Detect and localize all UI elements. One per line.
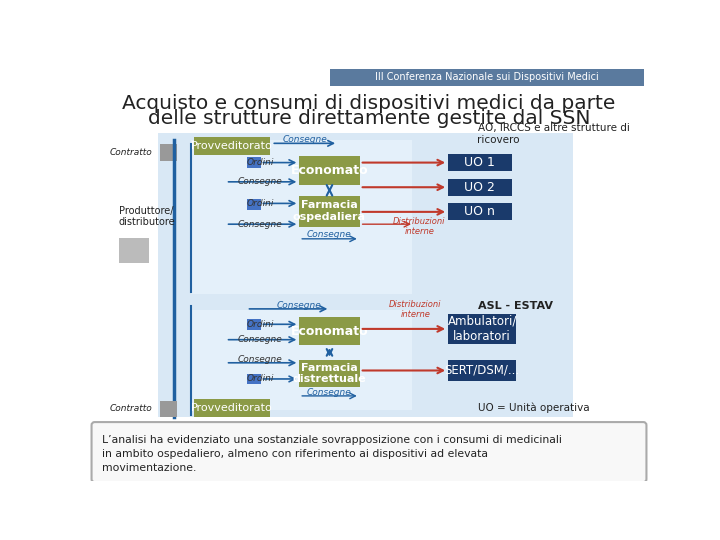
Text: Provveditorato: Provveditorato <box>191 141 273 151</box>
FancyBboxPatch shape <box>448 179 512 195</box>
FancyBboxPatch shape <box>194 399 270 417</box>
FancyBboxPatch shape <box>158 302 573 417</box>
Text: Economato: Economato <box>291 164 369 177</box>
Text: III Conferenza Nazionale sui Dispositivi Medici: III Conferenza Nazionale sui Dispositivi… <box>375 72 598 82</box>
Text: Ordini: Ordini <box>247 320 274 329</box>
Text: Consegne: Consegne <box>307 230 352 239</box>
Text: Distribuzioni
interne: Distribuzioni interne <box>390 300 442 319</box>
FancyBboxPatch shape <box>300 156 360 185</box>
Text: Provveditorato: Provveditorato <box>191 403 273 413</box>
Text: Farmacia
distrettuale: Farmacia distrettuale <box>292 363 366 384</box>
FancyBboxPatch shape <box>300 195 360 226</box>
FancyBboxPatch shape <box>120 238 149 262</box>
Text: Ordini: Ordini <box>247 199 274 208</box>
Text: L’analisi ha evidenziato una sostanziale sovrapposizione con i consumi di medici: L’analisi ha evidenziato una sostanziale… <box>102 435 562 472</box>
Text: Ordini: Ordini <box>247 158 274 167</box>
FancyBboxPatch shape <box>448 204 512 220</box>
FancyBboxPatch shape <box>448 154 512 171</box>
Text: ASL - ESTAV: ASL - ESTAV <box>477 301 552 311</box>
FancyBboxPatch shape <box>300 318 360 345</box>
Text: Consegne: Consegne <box>282 135 327 144</box>
FancyBboxPatch shape <box>330 69 644 86</box>
FancyBboxPatch shape <box>246 157 261 168</box>
FancyBboxPatch shape <box>91 422 647 482</box>
Text: Contratto: Contratto <box>109 148 152 157</box>
Text: delle strutture direttamente gestite dal SSN: delle strutture direttamente gestite dal… <box>148 109 590 128</box>
Text: Ambulatori/
laboratori: Ambulatori/ laboratori <box>447 315 517 343</box>
Text: Farmacia
ospedaliera: Farmacia ospedaliera <box>293 200 366 222</box>
Text: Consegne: Consegne <box>238 355 283 364</box>
FancyBboxPatch shape <box>448 360 516 381</box>
Text: Consegne: Consegne <box>277 301 322 310</box>
FancyBboxPatch shape <box>246 374 261 384</box>
Text: Consegne: Consegne <box>307 388 352 397</box>
Text: Distribuzioni
interne: Distribuzioni interne <box>393 217 446 236</box>
FancyBboxPatch shape <box>300 360 360 387</box>
Text: Produttore/
distributore: Produttore/ distributore <box>118 206 175 227</box>
Text: Consegne: Consegne <box>238 335 283 344</box>
Text: UO 1: UO 1 <box>464 156 495 169</box>
Text: AO, IRCCS e altre strutture di
ricovero: AO, IRCCS e altre strutture di ricovero <box>477 123 629 145</box>
FancyBboxPatch shape <box>158 132 573 302</box>
Text: Acquisto e consumi di dispositivi medici da parte: Acquisto e consumi di dispositivi medici… <box>122 94 616 113</box>
FancyBboxPatch shape <box>191 140 412 294</box>
Text: Ordini: Ordini <box>247 374 274 383</box>
FancyBboxPatch shape <box>191 309 412 410</box>
Text: UO n: UO n <box>464 205 495 218</box>
Text: Contratto: Contratto <box>109 404 152 414</box>
Text: UO = Unità operativa: UO = Unità operativa <box>477 402 589 413</box>
Text: Consegne: Consegne <box>238 177 283 186</box>
Text: SERT/DSM/...: SERT/DSM/... <box>444 364 520 377</box>
FancyBboxPatch shape <box>246 199 261 210</box>
Text: UO 2: UO 2 <box>464 181 495 194</box>
FancyBboxPatch shape <box>160 401 177 417</box>
FancyBboxPatch shape <box>160 144 177 161</box>
Text: Economato: Economato <box>291 325 369 338</box>
FancyBboxPatch shape <box>448 314 516 345</box>
FancyBboxPatch shape <box>194 137 270 155</box>
FancyBboxPatch shape <box>246 319 261 330</box>
Text: Consegne: Consegne <box>238 220 283 229</box>
